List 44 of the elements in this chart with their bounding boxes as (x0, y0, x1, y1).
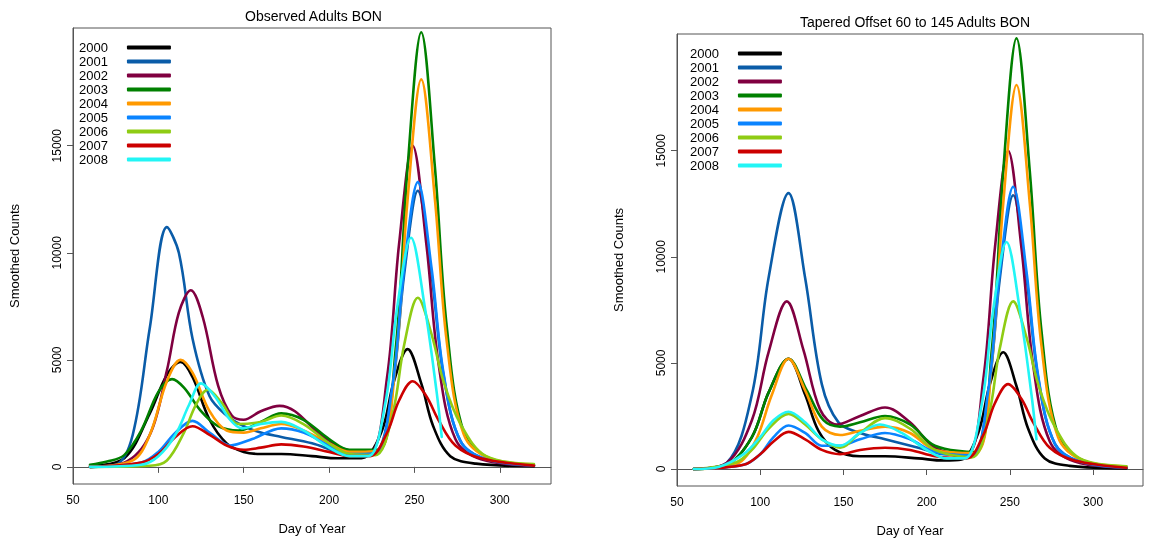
x-axis-title: Day of Year (876, 523, 945, 538)
y-tick-label: 0 (654, 465, 668, 473)
y-tick-label: 15000 (50, 128, 64, 163)
legend-label: 2007 (690, 144, 719, 159)
legend-label: 2004 (690, 102, 719, 117)
x-tick-label: 50 (66, 493, 80, 507)
legend-label: 2001 (690, 60, 719, 75)
x-tick-label: 100 (750, 495, 771, 509)
y-tick-label: 5000 (654, 349, 668, 377)
legend-label: 2002 (79, 68, 108, 83)
legend-label: 2006 (79, 124, 108, 139)
y-tick-label: 0 (50, 463, 64, 471)
x-axis-title: Day of Year (278, 521, 347, 536)
legend-label: 2007 (79, 138, 108, 153)
legend-label: 2003 (690, 88, 719, 103)
legend-label: 2003 (79, 82, 108, 97)
x-tick-label: 50 (670, 495, 684, 509)
x-tick-label: 300 (489, 493, 511, 507)
legend-label: 2000 (690, 46, 719, 61)
legend-label: 2000 (79, 40, 108, 55)
x-tick-label: 200 (319, 493, 340, 507)
y-tick-label: 10000 (50, 235, 64, 270)
x-tick-label: 150 (233, 493, 255, 507)
chart-title: Tapered Offset 60 to 145 Adults BON (799, 14, 1031, 30)
legend-label: 2008 (79, 152, 108, 167)
y-tick-label: 10000 (654, 239, 668, 274)
x-tick-label: 300 (1083, 495, 1104, 509)
legend-label: 2004 (79, 96, 108, 111)
x-tick-label: 150 (833, 495, 854, 509)
legend-label: 2001 (79, 54, 108, 69)
legend-label: 2002 (690, 74, 719, 89)
legend-label: 2006 (690, 130, 719, 145)
chart-title: Observed Adults BON (245, 8, 382, 24)
legend-label: 2008 (690, 158, 719, 173)
x-tick-label: 250 (404, 493, 425, 507)
y-axis-title: Smoothed Counts (7, 203, 22, 309)
y-axis-title: Smoothed Counts (611, 207, 626, 313)
legend-label: 2005 (79, 110, 108, 125)
legend-label: 2005 (690, 116, 719, 131)
x-tick-label: 200 (916, 495, 937, 509)
x-tick-label: 100 (148, 493, 169, 507)
y-tick-label: 15000 (654, 133, 668, 168)
x-tick-label: 250 (999, 495, 1021, 509)
y-tick-label: 5000 (50, 346, 64, 374)
